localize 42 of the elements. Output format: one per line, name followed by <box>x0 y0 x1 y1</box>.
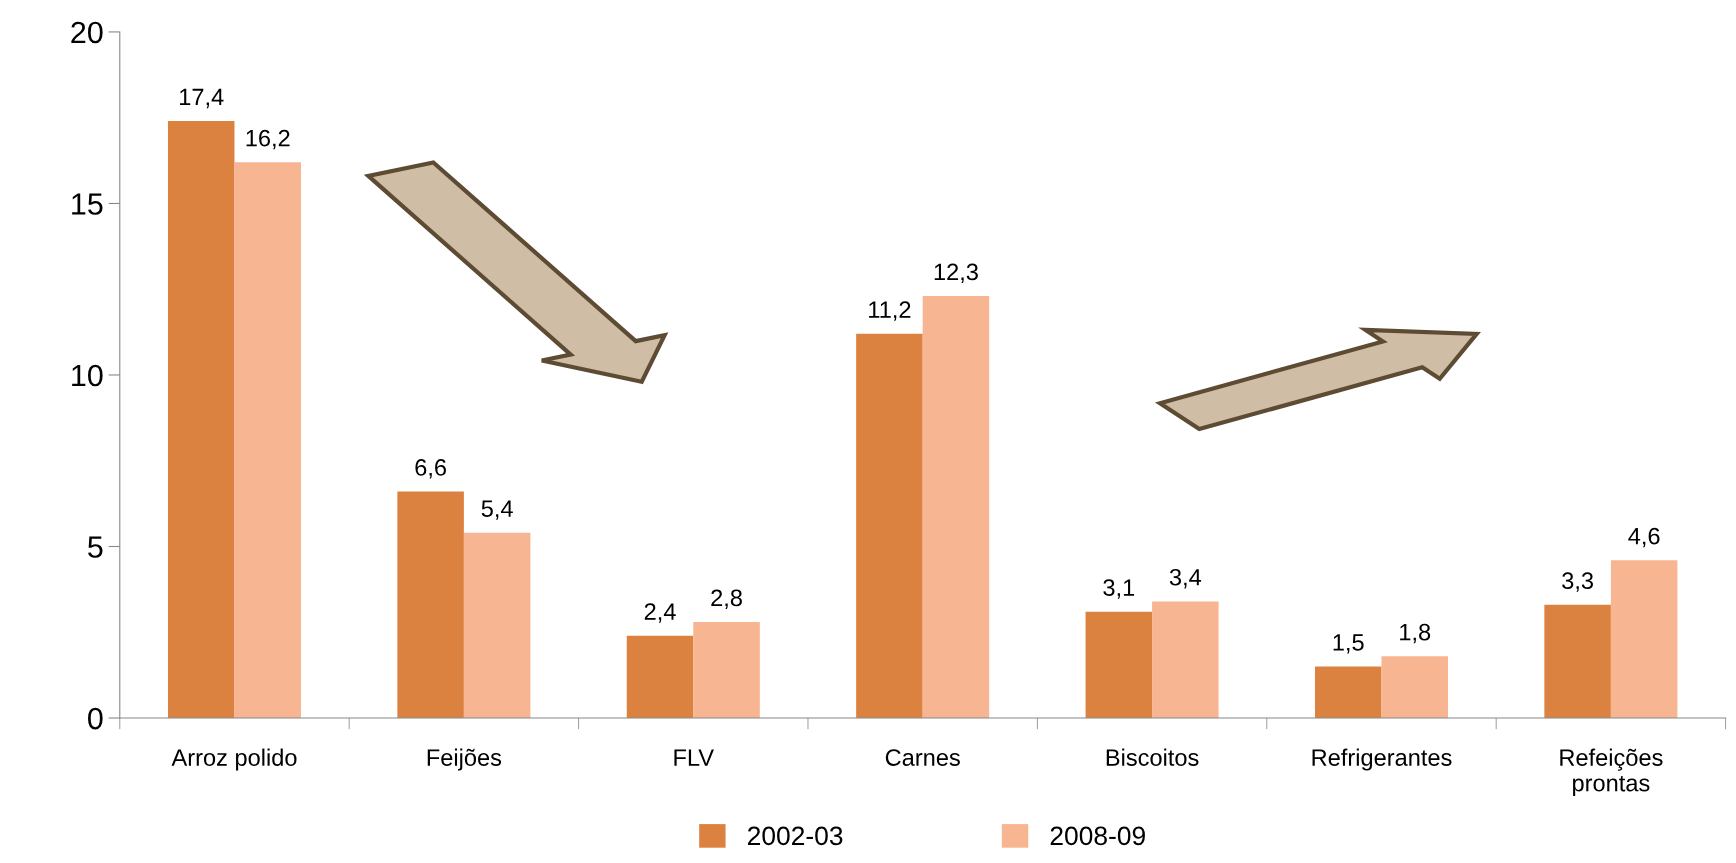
x-tick-label: Refrigerantes <box>1312 748 1452 771</box>
bar <box>1610 560 1678 719</box>
x-tick-label: Arroz polido <box>171 748 297 771</box>
data-label: 5,4 <box>481 500 513 520</box>
y-tick-label: 20 <box>71 21 103 44</box>
x-tick-label: Biscoitos <box>1106 748 1199 766</box>
bar <box>167 121 235 719</box>
data-label: 2,8 <box>711 589 742 609</box>
data-label: 3,1 <box>1103 579 1135 599</box>
x-tick-label: Feijões <box>427 748 502 771</box>
bar <box>922 296 990 719</box>
bar <box>626 635 694 719</box>
bar <box>1544 604 1611 719</box>
data-label: 2,4 <box>644 603 676 623</box>
legend-label: 2002-03 <box>748 826 843 846</box>
y-tick-label: 15 <box>72 193 103 215</box>
y-tick-label: 0 <box>88 707 103 730</box>
bar <box>1381 656 1449 719</box>
data-label: 12,3 <box>934 263 978 284</box>
data-label: 17,4 <box>180 88 224 109</box>
bar <box>1152 601 1219 719</box>
data-label: 3,4 <box>1169 568 1202 589</box>
data-label: 1,5 <box>1333 634 1364 654</box>
data-label: 1,8 <box>1400 623 1431 644</box>
x-tick-label: FLV <box>674 749 714 766</box>
data-label: 16,2 <box>246 129 290 150</box>
data-label: 6,6 <box>415 459 446 479</box>
bar <box>1314 666 1382 719</box>
bar <box>463 532 531 719</box>
legend-label: 2008-09 <box>1050 826 1145 846</box>
bar <box>693 621 760 719</box>
data-label: 11,2 <box>869 301 911 321</box>
x-tick-label: Carnes <box>885 749 960 766</box>
bar <box>397 491 464 719</box>
bar <box>1085 611 1153 719</box>
data-label: 3,3 <box>1562 572 1593 592</box>
bar <box>234 162 302 719</box>
data-label: 4,6 <box>1628 527 1660 548</box>
y-tick-label: 5 <box>88 536 103 558</box>
y-tick-label: 10 <box>72 364 103 387</box>
bar <box>856 333 923 719</box>
x-tick-label: Refeições prontas <box>1560 748 1663 797</box>
